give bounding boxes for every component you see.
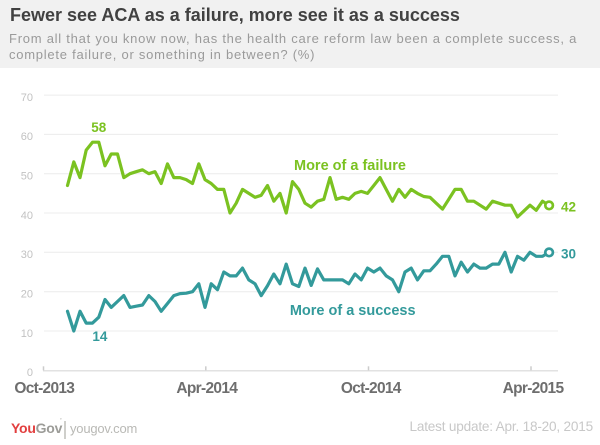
svg-text:10: 10 <box>21 328 33 340</box>
svg-text:58: 58 <box>91 120 107 135</box>
svg-text:70: 70 <box>21 92 33 104</box>
svg-text:Oct-2014: Oct-2014 <box>341 380 402 397</box>
svg-text:30: 30 <box>561 247 576 262</box>
svg-text:Oct-2013: Oct-2013 <box>14 380 75 397</box>
svg-text:Apr-2015: Apr-2015 <box>503 380 565 397</box>
svg-text:40: 40 <box>21 210 33 222</box>
svg-text:42: 42 <box>561 200 576 215</box>
svg-text:Apr-2014: Apr-2014 <box>176 380 238 397</box>
svg-text:14: 14 <box>92 329 108 344</box>
svg-text:60: 60 <box>21 131 33 143</box>
svg-text:20: 20 <box>21 289 33 301</box>
svg-text:More of a failure: More of a failure <box>294 158 406 174</box>
svg-text:50: 50 <box>21 171 33 183</box>
svg-text:30: 30 <box>21 249 33 261</box>
svg-text:More of a success: More of a success <box>290 303 416 319</box>
svg-text:0: 0 <box>27 367 33 379</box>
